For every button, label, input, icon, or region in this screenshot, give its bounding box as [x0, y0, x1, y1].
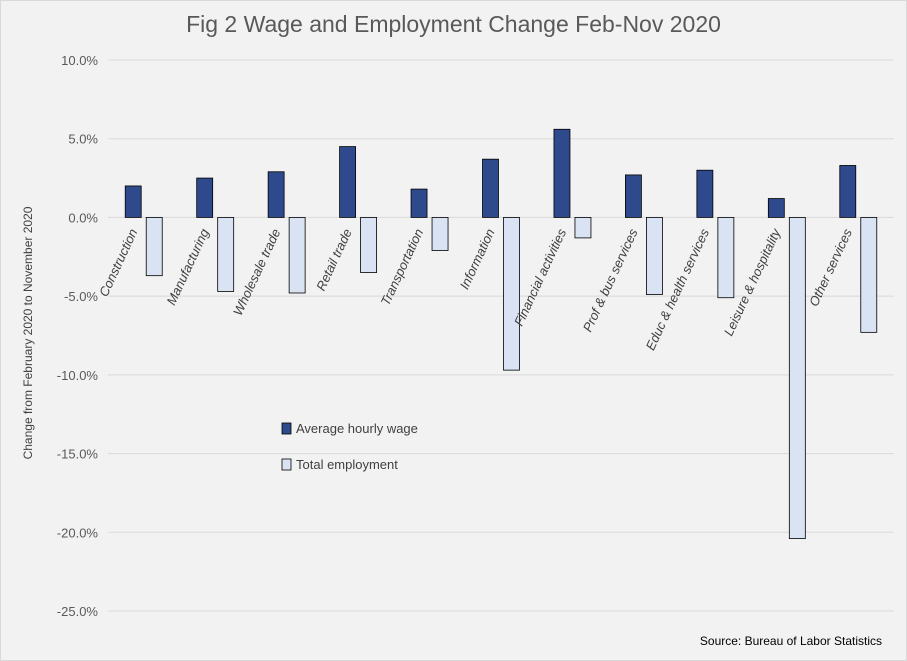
- wage-bar: [267, 171, 285, 218]
- employment-bar: [574, 217, 592, 239]
- y-tick-label: 0.0%: [68, 210, 98, 225]
- category-label: Manufacturing: [163, 226, 212, 308]
- wage-bar: [625, 174, 642, 218]
- employment-bar: [646, 217, 663, 295]
- wage-bar: [482, 158, 499, 218]
- wage-bar: [124, 185, 142, 218]
- wage-bar: [196, 177, 214, 218]
- category-label: Information: [457, 226, 498, 291]
- category-label: Prof & bus services: [580, 226, 641, 334]
- wage-bar: [553, 128, 571, 218]
- wage-bar: [696, 169, 714, 218]
- y-tick-label: -25.0%: [57, 604, 99, 619]
- legend-label: Total employment: [296, 457, 398, 472]
- category-label: Retail trade: [313, 226, 355, 293]
- category-label: Transportation: [378, 226, 427, 307]
- wage-bar: [839, 165, 857, 218]
- source-note: Source: Bureau of Labor Statistics: [699, 634, 882, 648]
- employment-bar: [360, 217, 377, 273]
- legend-label: Average hourly wage: [296, 421, 418, 436]
- y-tick-label: 5.0%: [68, 132, 98, 147]
- wage-bar: [767, 198, 785, 218]
- y-tick-label: -15.0%: [57, 447, 99, 462]
- category-label: Wholesale trade: [230, 226, 283, 317]
- employment-bar: [145, 217, 163, 277]
- employment-bar: [717, 217, 735, 299]
- category-label: Construction: [96, 226, 140, 298]
- employment-bar: [431, 217, 449, 251]
- chart-title: Fig 2 Wage and Employment Change Feb-Nov…: [186, 11, 721, 37]
- wage-bar: [339, 146, 356, 218]
- employment-bar: [217, 217, 235, 292]
- legend-swatch: [281, 458, 292, 471]
- y-tick-label: -5.0%: [64, 289, 98, 304]
- wage-bar: [410, 188, 428, 218]
- employment-bar: [288, 217, 306, 294]
- y-tick-label: -10.0%: [57, 368, 99, 383]
- employment-bar: [503, 217, 520, 371]
- employment-bar: [860, 217, 878, 333]
- legend-swatch: [281, 422, 292, 435]
- employment-bar: [788, 217, 806, 539]
- y-tick-label: 10.0%: [61, 53, 98, 68]
- y-tick-label: -20.0%: [57, 525, 99, 540]
